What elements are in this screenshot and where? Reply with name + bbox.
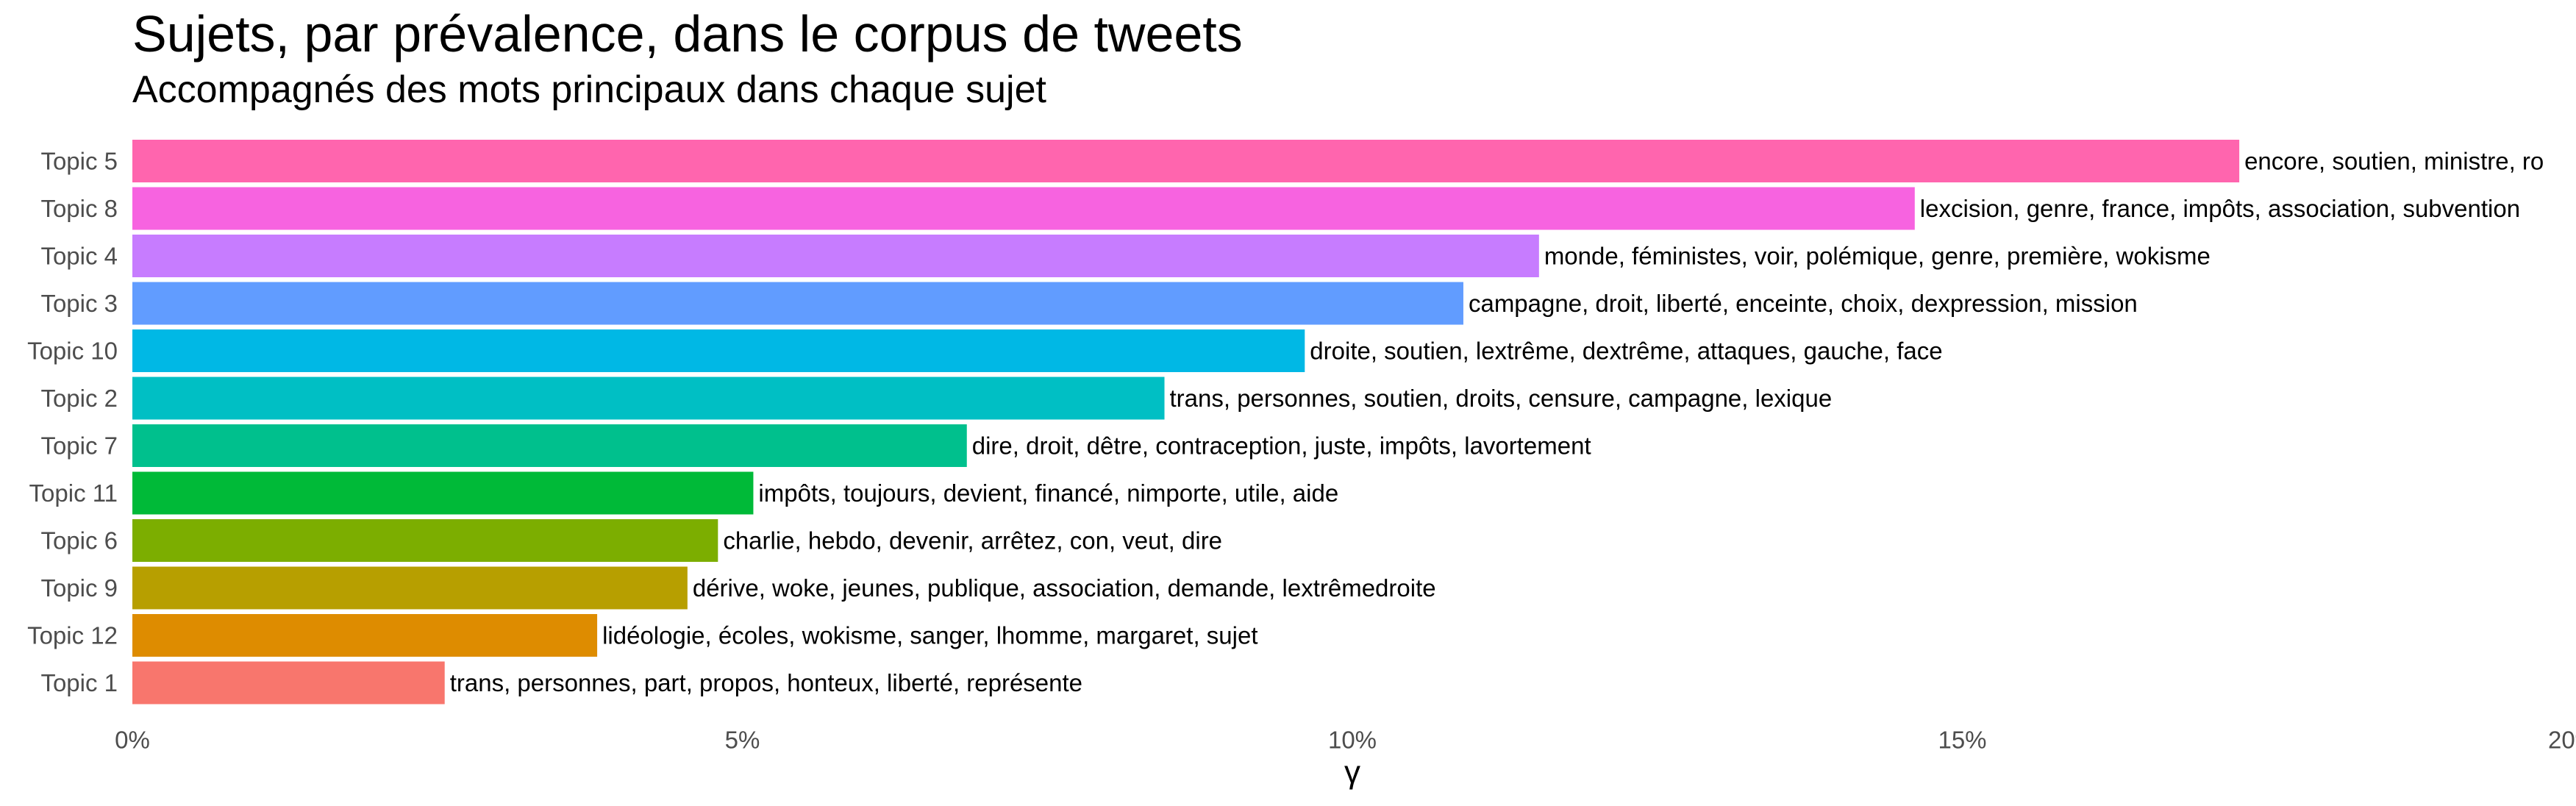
x-tick-label: 5% xyxy=(725,727,760,754)
y-tick-label: Topic 11 xyxy=(29,479,118,507)
bar-data-label: monde, féministes, voir, polémique, genr… xyxy=(1544,243,2211,270)
bar-topic-10 xyxy=(132,329,1305,372)
bar-data-label: encore, soutien, ministre, ro xyxy=(2244,148,2544,175)
y-tick-label: Topic 2 xyxy=(40,385,118,412)
y-tick-label: Topic 6 xyxy=(40,527,118,554)
y-tick-label: Topic 4 xyxy=(40,243,118,270)
chart-title: Sujets, par prévalence, dans le corpus d… xyxy=(132,5,1243,63)
x-axis-title: γ xyxy=(1344,755,1360,791)
bar-data-label: charlie, hebdo, devenir, arrêtez, con, v… xyxy=(723,527,1222,554)
bar-data-label: droite, soutien, lextrême, dextrême, att… xyxy=(1310,338,1942,365)
x-tick-label: 20% xyxy=(2548,727,2576,754)
bar-topic-11 xyxy=(132,471,754,515)
bar-data-label: impôts, toujours, devient, financé, nimp… xyxy=(758,479,1338,507)
bar-topic-7 xyxy=(132,424,967,467)
bar-labels-group: encore, soutien, ministre, ro lexcision, … xyxy=(450,148,2544,697)
bar-topic-1 xyxy=(132,661,445,705)
y-tick-label: Topic 8 xyxy=(40,195,118,222)
y-tick-label: Topic 12 xyxy=(27,622,118,649)
x-tick-label: 10% xyxy=(1328,727,1377,754)
bar-topic-8 xyxy=(132,187,1915,230)
bar-topic-3 xyxy=(132,282,1463,325)
chart-subtitle: Accompagnés des mots principaux dans cha… xyxy=(132,68,1046,111)
x-tick-label: 15% xyxy=(1938,727,1986,754)
bar-data-label: dire, droit, dêtre, contraception, juste… xyxy=(972,432,1591,460)
x-tick-label: 0% xyxy=(115,727,150,754)
y-tick-label: Topic 7 xyxy=(40,432,118,460)
y-tick-label: Topic 5 xyxy=(40,148,118,175)
bar-data-label: dérive, woke, jeunes, publique, associat… xyxy=(693,574,1436,602)
bar-topic-6 xyxy=(132,519,718,562)
bar-topic-9 xyxy=(132,566,688,610)
bar-topic-2 xyxy=(132,377,1165,420)
bar-data-label: trans, personnes, part, propos, honteux,… xyxy=(450,669,1082,696)
bar-data-label: lexcision, genre, france, impôts, associ… xyxy=(1920,195,2520,222)
y-tick-label: Topic 9 xyxy=(40,574,118,602)
y-tick-label: Topic 1 xyxy=(40,669,118,696)
bar-topic-5 xyxy=(132,140,2240,182)
bar-data-label: campagne, droit, liberté, enceinte, choi… xyxy=(1469,290,2138,317)
bar-topic-12 xyxy=(132,614,598,657)
y-tick-label: Topic 3 xyxy=(40,290,118,317)
bar-data-label: trans, personnes, soutien, droits, censu… xyxy=(1170,385,1833,412)
bars-group xyxy=(132,140,2240,705)
bar-topic-4 xyxy=(132,235,1539,277)
bar-data-label: lidéologie, écoles, wokisme, sanger, lho… xyxy=(602,622,1257,649)
y-tick-label: Topic 10 xyxy=(27,338,118,365)
